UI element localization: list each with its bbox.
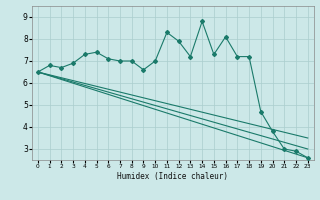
- X-axis label: Humidex (Indice chaleur): Humidex (Indice chaleur): [117, 172, 228, 181]
